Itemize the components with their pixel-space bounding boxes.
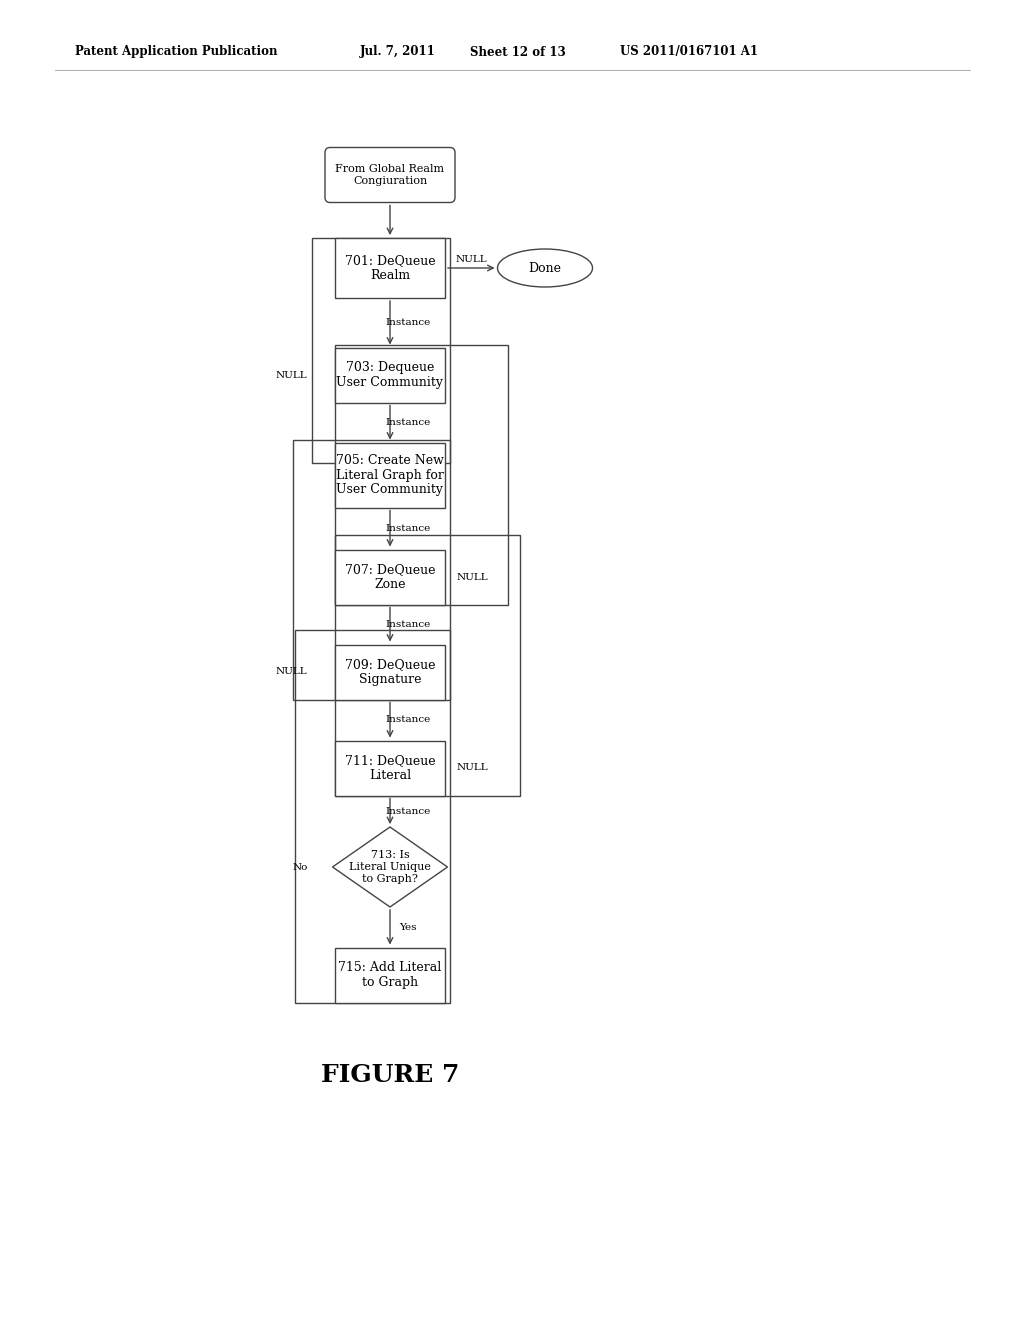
Text: 705: Create New
Literal Graph for
User Community: 705: Create New Literal Graph for User C… [336, 454, 444, 496]
Text: Done: Done [528, 261, 561, 275]
Text: Instance: Instance [385, 418, 431, 426]
Text: FIGURE 7: FIGURE 7 [321, 1063, 459, 1086]
Bar [335, 535, 520, 796]
Bar [335, 442, 445, 507]
Text: 715: Add Literal
to Graph: 715: Add Literal to Graph [338, 961, 441, 989]
Text: Patent Application Publication: Patent Application Publication [75, 45, 278, 58]
Bar [312, 238, 450, 463]
Ellipse shape [498, 249, 593, 286]
Text: NULL: NULL [457, 763, 488, 772]
Bar [335, 347, 445, 403]
Text: 701: DeQueue
Realm: 701: DeQueue Realm [345, 253, 435, 282]
Text: NULL: NULL [456, 256, 487, 264]
FancyBboxPatch shape [325, 148, 455, 202]
Text: Instance: Instance [385, 620, 431, 630]
Bar [335, 549, 445, 605]
Text: From Global Realm
Congiuration: From Global Realm Congiuration [336, 164, 444, 186]
Bar [293, 440, 450, 700]
Text: Jul. 7, 2011: Jul. 7, 2011 [360, 45, 436, 58]
Text: NULL: NULL [275, 371, 307, 380]
Text: Instance: Instance [385, 807, 431, 816]
Bar [335, 741, 445, 796]
Bar [335, 238, 445, 298]
Text: Sheet 12 of 13: Sheet 12 of 13 [470, 45, 565, 58]
Bar [295, 630, 450, 1003]
Text: Instance: Instance [385, 524, 431, 533]
Bar [335, 644, 445, 700]
Text: US 2011/0167101 A1: US 2011/0167101 A1 [620, 45, 758, 58]
Text: Instance: Instance [385, 715, 431, 725]
Text: 709: DeQueue
Signature: 709: DeQueue Signature [345, 657, 435, 686]
Bar [335, 345, 508, 605]
Text: 713: Is
Literal Unique
to Graph?: 713: Is Literal Unique to Graph? [349, 850, 431, 883]
Text: Instance: Instance [385, 318, 431, 327]
Text: Yes: Yes [399, 923, 417, 932]
Bar [335, 948, 445, 1002]
Text: 707: DeQueue
Zone: 707: DeQueue Zone [345, 564, 435, 591]
Text: NULL: NULL [275, 668, 307, 676]
Polygon shape [333, 828, 447, 907]
Text: No: No [292, 862, 307, 871]
Text: 703: Dequeue
User Community: 703: Dequeue User Community [337, 360, 443, 389]
Text: 711: DeQueue
Literal: 711: DeQueue Literal [345, 754, 435, 781]
Text: NULL: NULL [457, 573, 488, 582]
